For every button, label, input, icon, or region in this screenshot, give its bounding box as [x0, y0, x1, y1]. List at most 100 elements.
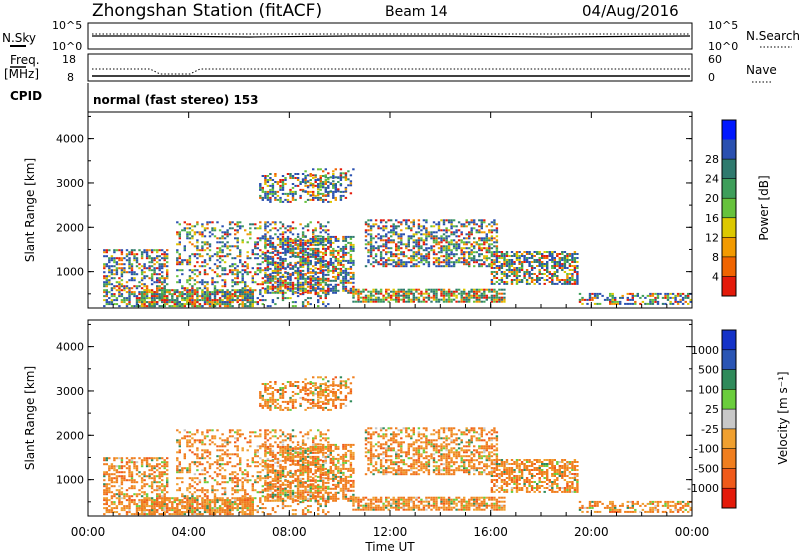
power-echo-cell — [216, 237, 219, 240]
velocity-echo-cell — [216, 501, 219, 504]
power-echo-cell — [397, 298, 400, 301]
power-echo-cell — [281, 235, 285, 238]
power-echo-cell — [223, 305, 227, 308]
power-echo-cell — [223, 291, 227, 294]
power-echo-cell — [163, 295, 166, 298]
velocity-echo-cell — [140, 499, 144, 502]
power-echo-cell — [324, 247, 327, 250]
power-echo-cell — [344, 289, 348, 292]
velocity-echo-cell — [181, 493, 184, 496]
power-echo-cell — [118, 285, 121, 288]
power-echo-cell — [498, 300, 501, 303]
power-echo-cell — [218, 305, 222, 308]
power-echo-cell — [249, 305, 252, 308]
power-echo-cell — [533, 259, 536, 261]
velocity-echo-cell — [133, 467, 136, 470]
power-echo-cell — [279, 221, 282, 224]
power-echo-cell — [442, 229, 446, 232]
power-echo-cell — [538, 271, 541, 273]
velocity-echo-cell — [115, 479, 119, 482]
power-echo-cell — [324, 291, 327, 294]
power-echo-cell — [425, 243, 428, 246]
power-echo-cell — [470, 245, 473, 248]
velocity-echo-cell — [150, 507, 154, 510]
power-echo-cell — [239, 295, 242, 298]
power-echo-cell — [108, 249, 111, 252]
power-echo-cell — [367, 290, 370, 293]
velocity-echo-cell — [166, 473, 169, 476]
power-echo-cell — [427, 231, 431, 234]
power-echo-cell — [402, 253, 405, 256]
power-echo-cell — [201, 289, 204, 292]
power-echo-cell — [274, 249, 277, 252]
power-echo-cell — [306, 253, 310, 256]
power-echo-cell — [390, 229, 393, 232]
velocity-echo-cell — [110, 509, 114, 512]
power-echo-cell — [150, 259, 154, 262]
velocity-echo-cell — [143, 511, 146, 514]
power-echo-cell — [455, 225, 458, 228]
power-echo-cell — [503, 257, 506, 259]
power-echo-cell — [417, 265, 421, 268]
velocity-echo-cell — [211, 507, 214, 510]
power-echo-cell — [349, 289, 353, 292]
power-echo-cell — [470, 253, 473, 256]
power-echo-cell — [223, 303, 227, 306]
power-echo-cell — [301, 227, 305, 230]
power-echo-cell — [344, 243, 348, 246]
power-echo-cell — [463, 300, 466, 303]
power-echo-cell — [367, 223, 370, 226]
power-echo-cell — [397, 292, 400, 295]
power-echo-cell — [105, 265, 108, 268]
power-echo-cell — [400, 294, 403, 297]
power-echo-cell — [309, 221, 312, 224]
power-echo-cell — [407, 294, 410, 297]
power-echo-cell — [156, 267, 159, 270]
power-echo-cell — [528, 251, 531, 253]
power-echo-cell — [480, 243, 483, 246]
power-echo-cell — [470, 233, 473, 236]
power-echo-cell — [123, 263, 126, 266]
power-echo-cell — [196, 275, 199, 278]
velocity-echo-cell — [206, 509, 209, 512]
power-echo-cell — [347, 235, 350, 238]
power-echo-cell — [251, 297, 254, 300]
power-echo-cell — [289, 175, 292, 177]
velocity-echo-cell — [145, 465, 149, 468]
power-echo-cell — [269, 251, 272, 254]
power-echo-cell — [337, 181, 340, 183]
power-echo-cell — [201, 241, 204, 244]
power-echo-cell — [473, 237, 476, 240]
power-echo-cell — [128, 299, 131, 302]
velocity-echo-cell — [125, 505, 129, 508]
power-echo-cell — [171, 295, 174, 298]
power-echo-cell — [344, 176, 348, 179]
power-echo-cell — [463, 288, 466, 291]
power-echo-cell — [626, 302, 629, 305]
velocity-echo-cell — [163, 461, 166, 464]
power-echo-cell — [276, 251, 280, 254]
velocity-echo-cell — [166, 481, 169, 484]
power-echo-cell — [281, 273, 285, 276]
power-echo-cell — [541, 253, 544, 255]
velocity-echo-cell — [198, 463, 202, 466]
power-echo-cell — [156, 293, 159, 296]
power-echo-cell — [319, 231, 322, 234]
velocity-echo-cell — [206, 499, 209, 502]
power-echo-cell — [156, 281, 159, 284]
power-echo-cell — [400, 253, 403, 256]
power-echo-cell — [266, 255, 270, 258]
power-echo-cell — [442, 221, 446, 224]
power-echo-cell — [128, 303, 131, 306]
power-echo-cell — [515, 271, 519, 273]
velocity-echo-cell — [143, 485, 146, 488]
power-echo-cell — [130, 293, 134, 296]
velocity-echo-cell — [150, 485, 154, 488]
power-echo-cell — [211, 301, 214, 304]
power-echo-cell — [344, 247, 348, 250]
power-echo-cell — [425, 235, 428, 238]
power-echo-cell — [387, 231, 390, 234]
power-echo-cell — [271, 221, 275, 224]
power-echo-cell — [105, 255, 108, 258]
velocity-echo-cell — [140, 461, 144, 464]
